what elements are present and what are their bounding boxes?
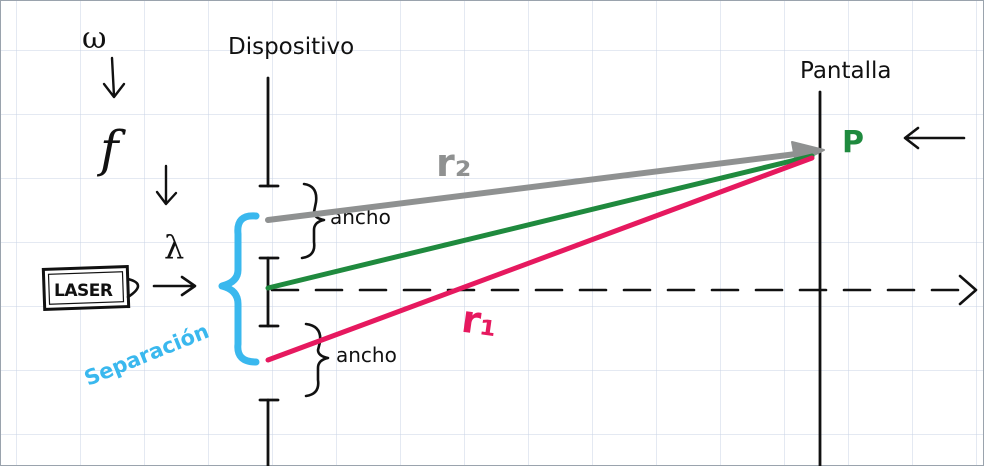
ray-r1: [265, 155, 815, 363]
ray-r2: [265, 149, 815, 223]
arrow-omega-to-f: [102, 56, 126, 99]
ray-middle: [265, 153, 815, 291]
width-label-bottom: ancho: [336, 343, 397, 367]
arrow-pointing-to-p: [903, 126, 966, 150]
screen-label: Pantalla: [800, 58, 892, 84]
separation-brace: [218, 212, 260, 366]
point-p-label: P: [842, 125, 864, 160]
width-brace-top: [300, 182, 326, 260]
width-brace-bottom: [304, 322, 330, 398]
wavelength-label: λ: [164, 228, 184, 266]
laser-emitter-icon: [126, 277, 140, 299]
omega-label: ω: [82, 21, 106, 56]
optical-axis-arrowhead: [958, 274, 978, 306]
laser-box: [41, 264, 131, 312]
ray-r2-label: r₂: [436, 141, 471, 185]
laser-box-inner: [47, 271, 125, 305]
arrow-laser-to-device: [152, 275, 197, 297]
device-label: Dispositivo: [228, 34, 354, 60]
ray-r1-label: r₁: [459, 297, 500, 345]
laser-label: LASER: [54, 281, 113, 301]
arrow-f-to-lambda: [155, 164, 178, 206]
